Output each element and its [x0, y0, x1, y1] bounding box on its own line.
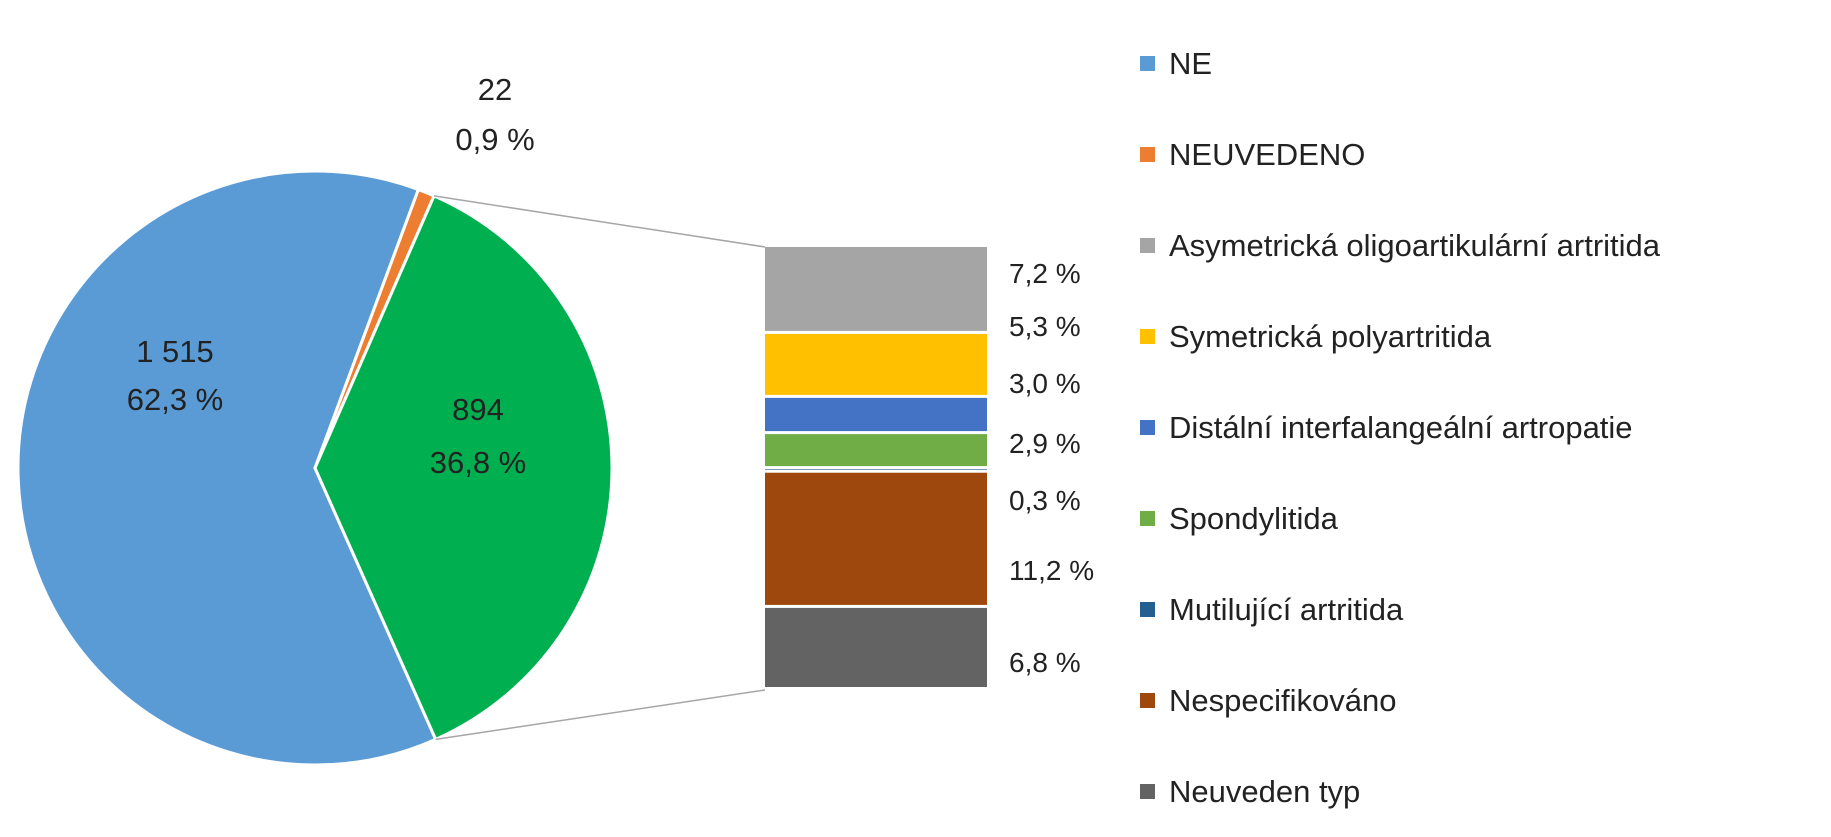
bar-percent-label: 0,3 % — [1009, 485, 1081, 516]
legend-swatch — [1140, 784, 1155, 799]
legend-item: Spondylitida — [1140, 473, 1820, 564]
legend-item: Symetrická polyartritida — [1140, 291, 1820, 382]
legend-label: NE — [1169, 45, 1213, 81]
legend-swatch — [1140, 56, 1155, 71]
bar-segment — [765, 333, 987, 395]
bar-percent-label: 11,2 % — [1009, 555, 1094, 586]
legend-swatch — [1140, 511, 1155, 526]
legend-swatch — [1140, 147, 1155, 162]
pie-slice — [313, 193, 614, 742]
legend: NE NEUVEDENO Asymetrická oligoartikulární … — [1140, 18, 1820, 837]
legend-swatch — [1140, 420, 1155, 435]
legend-label: Nespecifikováno — [1169, 682, 1397, 718]
bar-percent-label: 2,9 % — [1009, 428, 1081, 459]
legend-item: Nespecifikováno — [1140, 655, 1820, 746]
legend-label: Mutilující artritida — [1169, 591, 1404, 627]
bar-percent-label: 5,3 % — [1009, 311, 1081, 342]
legend-swatch — [1140, 329, 1155, 344]
bar-segment — [765, 247, 987, 331]
legend-label: Symetrická polyartritida — [1169, 318, 1492, 354]
legend-item: Asymetrická oligoartikulární artritida — [1140, 200, 1820, 291]
legend-swatch — [1140, 602, 1155, 617]
slice-percent-label: 0,9 % — [455, 122, 534, 157]
legend-label: NEUVEDENO — [1169, 136, 1366, 172]
legend-swatch — [1140, 693, 1155, 708]
legend-label: Spondylitida — [1169, 500, 1338, 536]
connector-line — [433, 195, 766, 248]
bar-segment — [765, 472, 987, 605]
slice-percent-label: 62,3 % — [127, 382, 224, 417]
bar-segment — [765, 434, 987, 467]
legend-item: Neuveden typ — [1140, 746, 1820, 837]
slice-value-label: 1 515 — [136, 334, 214, 369]
pie-of-bar-chart: 1 515 62,3 % 22 0,9 % 894 36,8 % 7,2 % 5,3 % 3,0… — [16, 46, 1660, 809]
legend-label: Asymetrická oligoartikulární artritida — [1169, 227, 1661, 263]
bar-percent-label: 6,8 % — [1009, 647, 1081, 678]
legend-swatch — [1140, 238, 1155, 253]
bar-segment — [765, 469, 987, 470]
bar-segment — [765, 397, 987, 432]
bar-segment — [765, 607, 987, 687]
legend-label: Neuveden typ — [1169, 773, 1361, 809]
connector-line — [435, 689, 766, 741]
slice-value-label: 894 — [452, 392, 504, 427]
legend-item: NE — [1140, 18, 1820, 109]
legend-item: Mutilující artritida — [1140, 564, 1820, 655]
legend-item: NEUVEDENO — [1140, 109, 1820, 200]
chart-canvas: 1 515 62,3 % 22 0,9 % 894 36,8 % 7,2 % 5,3 % 3,0… — [16, 72, 1094, 767]
pie-slice — [16, 169, 438, 767]
slice-percent-label: 36,8 % — [430, 445, 527, 480]
legend-item: Distální interfalangeální artropatie — [1140, 382, 1820, 473]
slice-value-label: 22 — [478, 72, 512, 107]
legend-label: Distální interfalangeální artropatie — [1169, 409, 1633, 445]
bar-percent-label: 7,2 % — [1009, 258, 1081, 289]
bar-percent-label: 3,0 % — [1009, 368, 1081, 399]
